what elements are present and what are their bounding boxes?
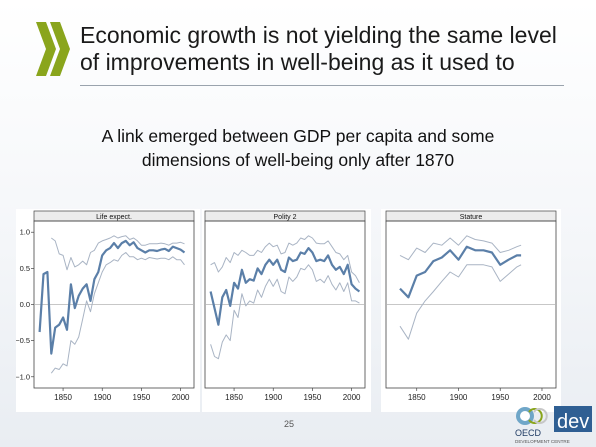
y-tick-label: −0.5 <box>16 336 30 345</box>
chart-stature: Stature 1850 1900 1950 2000 <box>381 209 561 412</box>
oecd-chevrons-icon <box>36 22 70 76</box>
x-tick-label: 1850 <box>54 393 72 402</box>
series-line-upper_bound <box>399 235 522 261</box>
x-tick-label: 1950 <box>133 393 151 402</box>
series-line-lower_bound <box>399 264 522 340</box>
x-tick-label: 2000 <box>172 393 190 402</box>
oecd-ring-icon <box>528 408 543 424</box>
chart-life-expectancy: Life expect. 1850 1900 1950 2000 1.0 0.5 0.0 −0.… <box>16 209 200 412</box>
x-tick-label: 2000 <box>533 393 551 402</box>
x-tick-label: 1950 <box>491 393 509 402</box>
slide-title-line1: Economic growth is not yielding the same… <box>80 22 557 48</box>
y-tick-label: 0.5 <box>20 264 30 273</box>
x-tick-label: 2000 <box>343 393 361 402</box>
chart-background <box>202 209 371 412</box>
slide-subtitle: A link emerged between GDP per capita an… <box>40 124 556 172</box>
chevron-right-icon <box>50 22 70 76</box>
oecd-globe-icon-inner <box>520 411 530 421</box>
x-tick-label: 1850 <box>408 393 426 402</box>
y-tick-label: 1.0 <box>20 228 30 237</box>
x-tick-label: 1950 <box>304 393 322 402</box>
x-tick-label: 1900 <box>450 393 468 402</box>
dev-badge <box>554 406 592 432</box>
series-line-estimate <box>38 239 186 355</box>
oecd-ring-icon-2 <box>533 408 548 424</box>
y-tick-label: −1.0 <box>16 372 30 381</box>
slide-title-line2: of improvements in well-being as it used… <box>80 49 515 75</box>
x-tick-label: 1900 <box>93 393 111 402</box>
development-centre-label: DEVELOPMENT CENTRE <box>515 439 570 444</box>
series-line-upper_bound <box>51 235 185 271</box>
x-tick-label: 1850 <box>225 393 243 402</box>
chart-background <box>381 209 561 412</box>
y-tick-label: 0.0 <box>20 300 30 309</box>
series-line-upper_bound <box>210 235 360 284</box>
oecd-dev-logo: OECD dev DEVELOPMENT CENTRE <box>515 406 592 444</box>
dev-label: dev <box>557 411 589 433</box>
slide-subtitle-line1: A link emerged between GDP per capita an… <box>101 126 495 146</box>
x-tick-label: 1900 <box>264 393 282 402</box>
series-line-lower_bound <box>50 252 185 374</box>
title-divider <box>80 85 564 86</box>
slide-title: Economic growth is not yielding the same… <box>80 22 580 76</box>
chart-title: Stature <box>460 214 483 221</box>
series-line-estimate <box>209 246 361 326</box>
chevron-right-icon <box>36 22 56 76</box>
series-line-lower_bound <box>210 264 360 360</box>
series-line-estimate <box>399 245 522 299</box>
page-number: 25 <box>284 419 295 429</box>
slide-subtitle-line2: dimensions of well-being only after 1870 <box>141 150 455 170</box>
chart-background <box>16 209 200 412</box>
chart-title: Life expect. <box>96 214 132 221</box>
oecd-wordmark: OECD <box>515 428 542 438</box>
chart-polity2: Polity 2 1850 1900 1950 2000 <box>202 209 371 412</box>
chart-title: Polity 2 <box>274 214 297 221</box>
